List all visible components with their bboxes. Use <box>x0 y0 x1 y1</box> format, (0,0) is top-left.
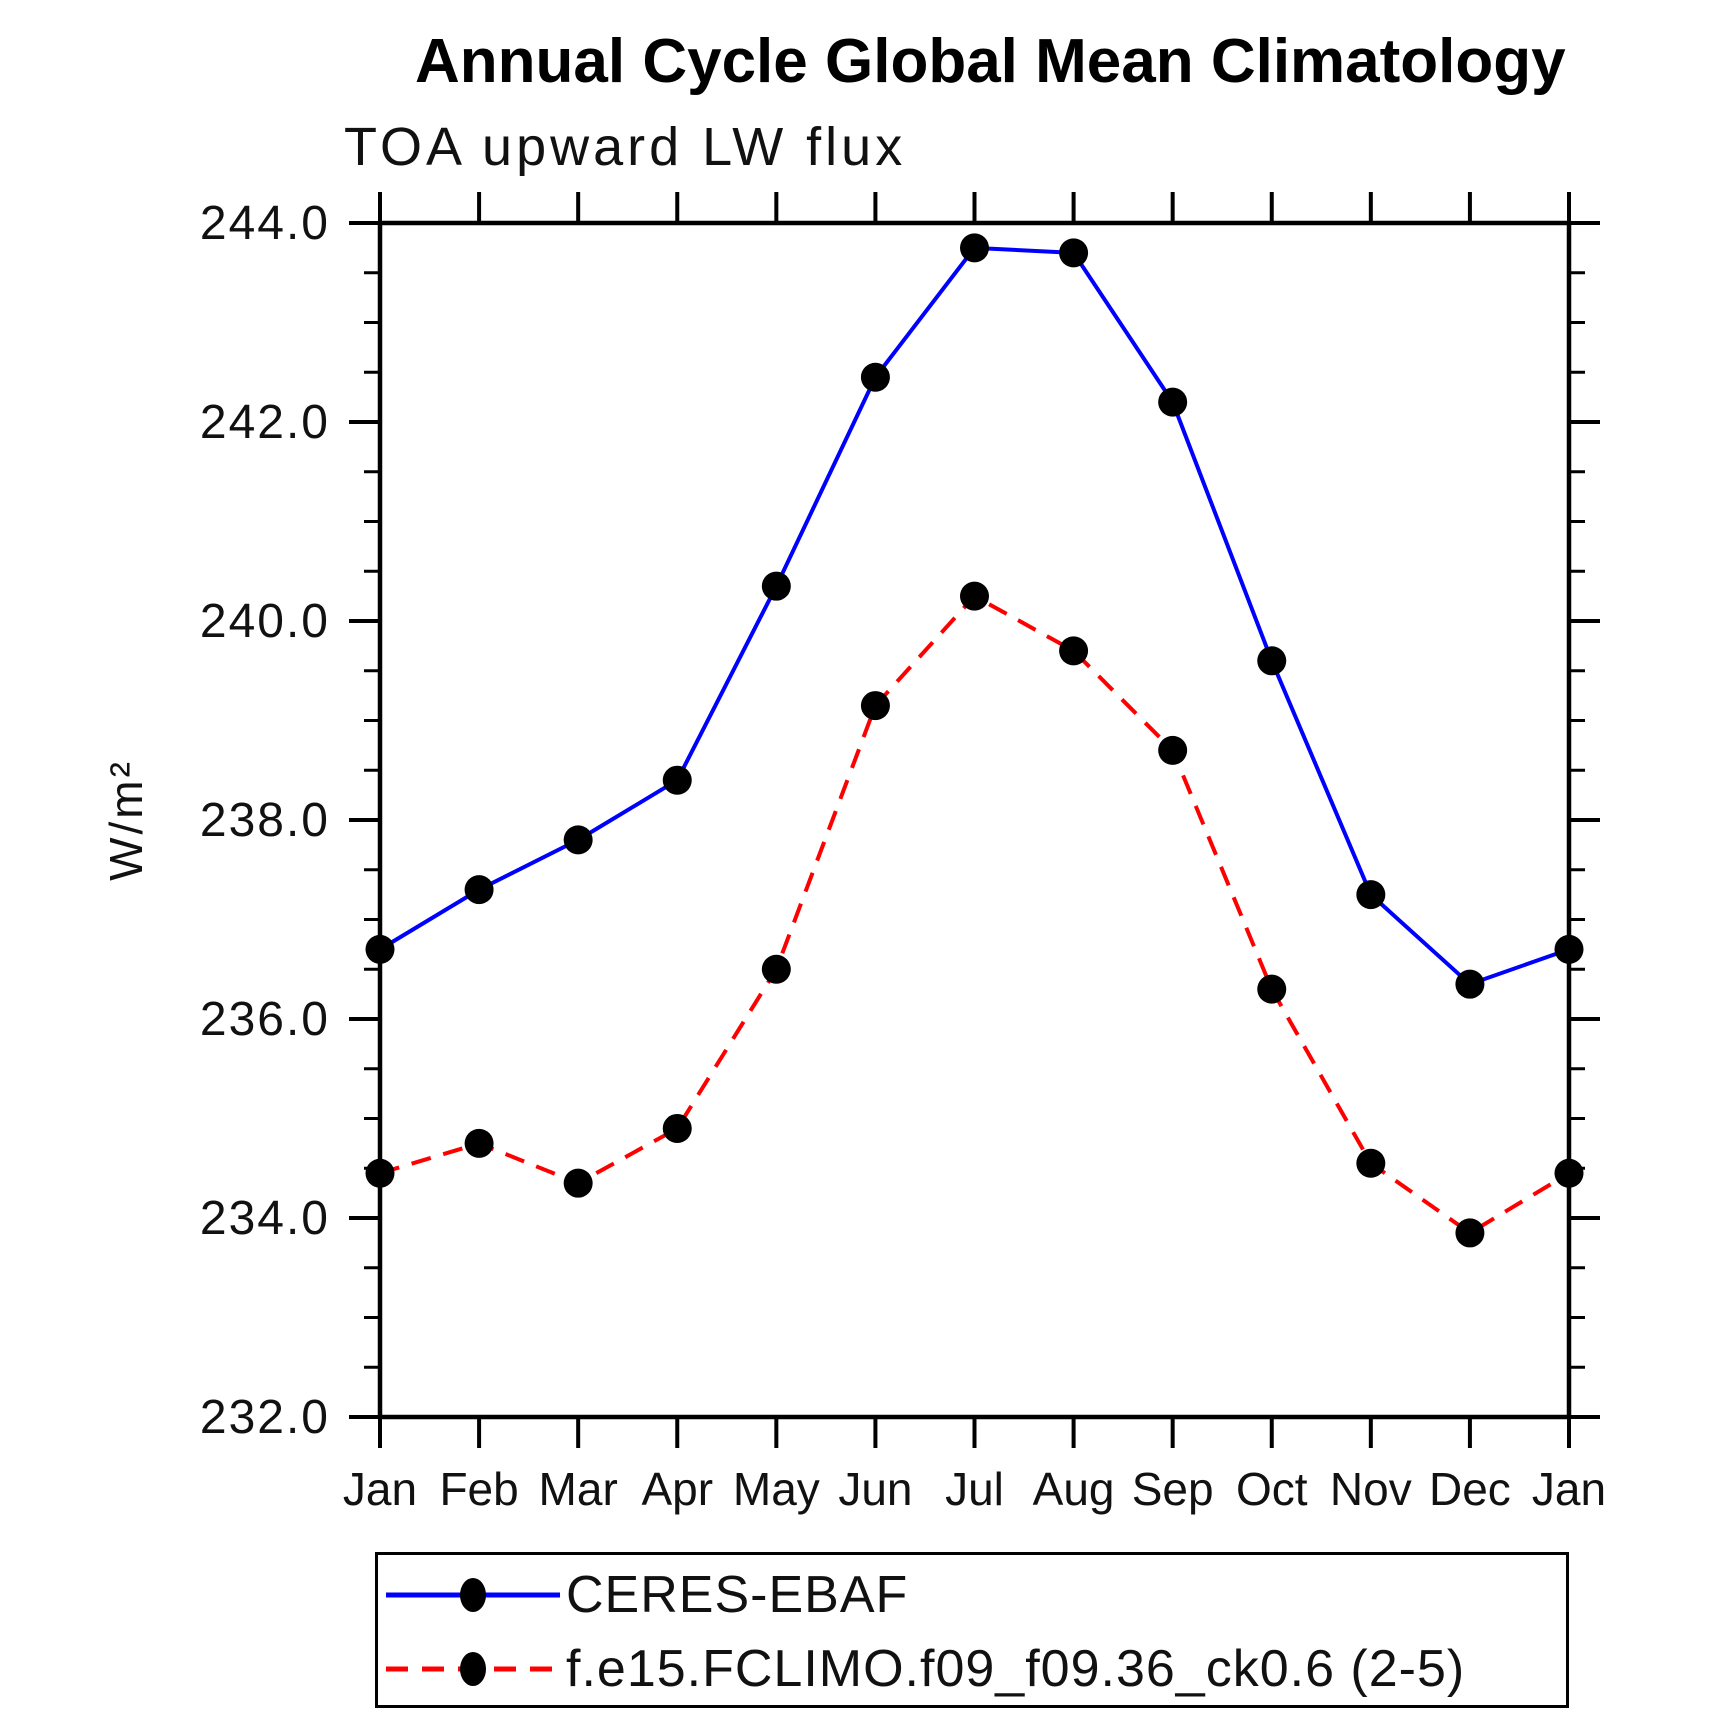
series-1-marker <box>960 581 989 611</box>
series-0-marker <box>1356 880 1386 910</box>
series-1-marker <box>860 691 890 721</box>
series-0-marker <box>1257 646 1287 676</box>
series-1-marker <box>464 1128 494 1158</box>
series-1-marker <box>1158 735 1188 765</box>
legend-label-ceres: CERES-EBAF <box>566 1566 909 1624</box>
x-tick-label: Jun <box>838 1463 912 1515</box>
series-0-marker <box>1455 969 1485 999</box>
series-0-marker <box>563 825 593 855</box>
x-tick-label: May <box>733 1463 820 1515</box>
y-tick-label: 242.0 <box>200 396 330 449</box>
y-tick-label: 244.0 <box>200 197 330 250</box>
series-0-marker <box>761 571 791 601</box>
series-1-marker <box>1356 1148 1386 1178</box>
series-0-marker <box>662 765 692 795</box>
series-1-marker <box>365 1158 395 1188</box>
series-line-0 <box>378 245 1570 987</box>
series-0-marker <box>1158 387 1188 417</box>
series-0-marker <box>365 934 395 964</box>
legend: CERES-EBAF f.e15.FCLIMO.f09_f09.36_ck0.6… <box>375 1552 1569 1708</box>
plot-box <box>377 220 1572 1420</box>
series-1-marker <box>1059 636 1089 666</box>
legend-line-sample-ceres <box>386 1578 560 1612</box>
legend-item-ceres: CERES-EBAF <box>382 1566 909 1624</box>
series-1-marker <box>563 1168 593 1198</box>
legend-label-model: f.e15.FCLIMO.f09_f09.36_ck0.6 (2-5) <box>566 1640 1466 1698</box>
x-tick-label: Dec <box>1429 1463 1511 1515</box>
legend-item-model: f.e15.FCLIMO.f09_f09.36_ck0.6 (2-5) <box>382 1640 1466 1698</box>
x-tick-label: Jul <box>945 1463 1004 1515</box>
y-tick-label: 234.0 <box>200 1192 330 1245</box>
legend-sample-marker <box>460 1652 486 1686</box>
series-1-marker <box>1554 1158 1584 1188</box>
series-1-marker <box>1257 974 1287 1004</box>
x-tick-label: Aug <box>1033 1463 1115 1515</box>
y-tick-label: 238.0 <box>200 794 330 847</box>
y-tick-label: 236.0 <box>200 993 330 1046</box>
series-0-marker <box>464 875 494 905</box>
series-0-marker <box>1554 934 1584 964</box>
series-1-marker <box>761 954 791 984</box>
x-tick-label: Jan <box>343 1463 417 1515</box>
legend-sample-marker <box>460 1578 486 1612</box>
x-tick-label: Feb <box>439 1463 518 1515</box>
x-tick-label: Mar <box>539 1463 618 1515</box>
series-1-marker <box>662 1113 692 1143</box>
legend-line-sample-model <box>386 1652 560 1686</box>
chart-subtitle: TOA upward LW flux <box>344 117 907 177</box>
series-0-marker <box>860 362 890 392</box>
series-1-marker <box>1455 1218 1485 1248</box>
x-tick-label: Nov <box>1330 1463 1412 1515</box>
x-tick-label: Sep <box>1132 1463 1214 1515</box>
y-tick-label: 240.0 <box>200 595 330 648</box>
series-0-marker <box>960 233 989 263</box>
chart-title: Annual Cycle Global Mean Climatology <box>415 27 1566 96</box>
x-tick-label: Apr <box>641 1463 713 1515</box>
y-tick-label: 232.0 <box>200 1391 330 1444</box>
x-tick-label: Jan <box>1532 1463 1606 1515</box>
series-0-marker <box>1059 238 1089 268</box>
x-tick-label: Oct <box>1236 1463 1308 1515</box>
